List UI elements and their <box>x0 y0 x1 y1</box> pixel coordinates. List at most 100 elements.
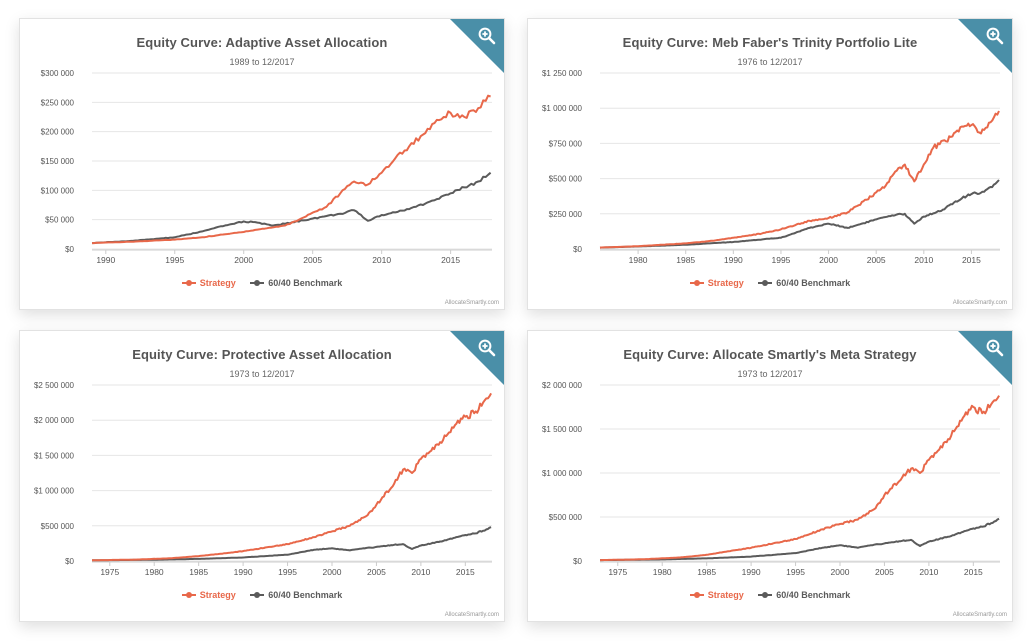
chart-legend: Strategy 60/40 Benchmark <box>528 278 1012 289</box>
x-tick-label: 2000 <box>234 255 253 265</box>
legend-strategy-marker <box>181 279 196 287</box>
x-tick-label: 2010 <box>919 567 938 577</box>
series-line-strategy <box>600 395 1000 562</box>
zoom-corner <box>958 331 1012 385</box>
y-tick-label: $2 500 000 <box>34 381 75 390</box>
chart-subtitle: 1989 to 12/2017 <box>229 57 295 67</box>
legend-benchmark[interactable]: 60/40 Benchmark <box>250 278 342 288</box>
zoom-corner <box>958 19 1012 73</box>
legend-strategy[interactable]: Strategy <box>181 278 236 288</box>
x-tick-label: 2000 <box>831 567 850 577</box>
chart-credit: AllocateSmartly.com <box>444 612 499 618</box>
legend-benchmark-marker <box>250 279 265 287</box>
x-tick-label: 1995 <box>165 255 184 265</box>
y-tick-label: $2 000 000 <box>542 381 583 390</box>
y-tick-label: $1 000 000 <box>34 487 75 496</box>
x-tick-label: 2000 <box>819 255 838 265</box>
chart-legend: Strategy 60/40 Benchmark <box>20 590 504 601</box>
zoom-in-icon <box>478 27 496 45</box>
zoom-button[interactable] <box>450 19 504 73</box>
legend-benchmark-label: 60/40 Benchmark <box>776 590 851 600</box>
x-tick-label: 1980 <box>145 567 164 577</box>
y-tick-label: $200 000 <box>41 128 75 137</box>
legend-benchmark[interactable]: 60/40 Benchmark <box>250 590 342 600</box>
y-tick-label: $300 000 <box>41 69 75 78</box>
y-tick-label: $1 000 000 <box>542 469 583 478</box>
y-tick-label: $1 250 000 <box>542 69 583 78</box>
legend-benchmark[interactable]: 60/40 Benchmark <box>758 278 850 288</box>
x-tick-label: 2010 <box>372 255 391 265</box>
legend-benchmark-label: 60/40 Benchmark <box>268 278 343 288</box>
legend-strategy-label: Strategy <box>707 590 744 600</box>
x-tick-label: 1990 <box>724 255 743 265</box>
legend-strategy-label: Strategy <box>199 590 236 600</box>
legend-benchmark-label: 60/40 Benchmark <box>776 278 851 288</box>
zoom-in-icon <box>986 27 1004 45</box>
legend-strategy[interactable]: Strategy <box>689 590 744 600</box>
x-tick-label: 2000 <box>323 567 342 577</box>
y-tick-label: $500 000 <box>41 522 75 531</box>
series-line-benchmark <box>600 517 1000 562</box>
zoom-in-icon <box>986 339 1004 357</box>
y-tick-label: $1 000 000 <box>542 104 583 113</box>
zoom-corner <box>450 19 504 73</box>
y-tick-label: $1 500 000 <box>542 425 583 434</box>
legend-strategy[interactable]: Strategy <box>181 590 236 600</box>
y-tick-label: $2 000 000 <box>34 416 75 425</box>
legend-benchmark[interactable]: 60/40 Benchmark <box>758 590 850 600</box>
chart-title: Equity Curve: Adaptive Asset Allocation <box>136 35 388 50</box>
legend-benchmark-marker <box>758 279 773 287</box>
x-tick-label: 1990 <box>96 255 115 265</box>
series-line-strategy <box>599 110 1000 249</box>
x-tick-label: 1980 <box>629 255 648 265</box>
y-tick-label: $150 000 <box>41 157 75 166</box>
zoom-button[interactable] <box>450 331 504 385</box>
y-tick-label: $100 000 <box>41 186 75 195</box>
legend-benchmark-marker <box>250 591 265 599</box>
x-tick-label: 1985 <box>697 567 716 577</box>
y-tick-label: $750 000 <box>549 139 583 148</box>
legend-benchmark-label: 60/40 Benchmark <box>268 590 343 600</box>
y-tick-label: $250 000 <box>41 98 75 107</box>
x-tick-label: 2015 <box>456 567 475 577</box>
y-tick-label: $0 <box>573 245 582 254</box>
y-tick-label: $0 <box>65 557 74 566</box>
legend-strategy-marker <box>181 591 196 599</box>
y-tick-label: $500 000 <box>549 513 583 522</box>
zoom-button[interactable] <box>958 331 1012 385</box>
legend-strategy-label: Strategy <box>199 278 236 288</box>
x-tick-label: 2010 <box>411 567 430 577</box>
chart-card: Equity Curve: Adaptive Asset Allocation … <box>19 18 505 310</box>
legend-strategy-marker <box>689 591 704 599</box>
x-tick-label: 1995 <box>771 255 790 265</box>
x-tick-label: 2005 <box>867 255 886 265</box>
chart-credit: AllocateSmartly.com <box>952 300 1007 306</box>
legend-benchmark-marker <box>758 591 773 599</box>
series-line-strategy <box>92 94 491 245</box>
chart-credit: AllocateSmartly.com <box>444 300 499 306</box>
series-line-strategy <box>92 392 492 562</box>
chart-plot: $0 $250 000 $500 000 $750 000 $1 000 000 $1 2… <box>542 69 1000 265</box>
x-tick-label: 2005 <box>303 255 322 265</box>
zoom-in-icon <box>478 339 496 357</box>
chart-subtitle: 1976 to 12/2017 <box>737 57 803 67</box>
x-tick-label: 2005 <box>367 567 386 577</box>
chart-card: Equity Curve: Protective Asset Allocatio… <box>19 330 505 622</box>
y-tick-label: $1 500 000 <box>34 451 75 460</box>
series-line-benchmark <box>91 171 492 245</box>
x-tick-label: 2015 <box>964 567 983 577</box>
legend-strategy[interactable]: Strategy <box>689 278 744 288</box>
zoom-corner <box>450 331 504 385</box>
chart-title: Equity Curve: Meb Faber's Trinity Portfo… <box>622 35 918 50</box>
zoom-button[interactable] <box>958 19 1012 73</box>
x-tick-label: 2015 <box>962 255 981 265</box>
chart-title: Equity Curve: Protective Asset Allocatio… <box>132 347 392 362</box>
x-tick-label: 1995 <box>278 567 297 577</box>
y-tick-label: $0 <box>65 245 74 254</box>
chart-plot: $0 $500 000 $1 000 000 $1 500 000 $2 000 000… <box>34 381 492 577</box>
chart-legend: Strategy 60/40 Benchmark <box>528 590 1012 601</box>
chart-title: Equity Curve: Allocate Smartly's Meta St… <box>623 347 917 362</box>
chart-card: Equity Curve: Allocate Smartly's Meta St… <box>527 330 1013 622</box>
x-tick-label: 1990 <box>234 567 253 577</box>
y-tick-label: $0 <box>573 557 582 566</box>
